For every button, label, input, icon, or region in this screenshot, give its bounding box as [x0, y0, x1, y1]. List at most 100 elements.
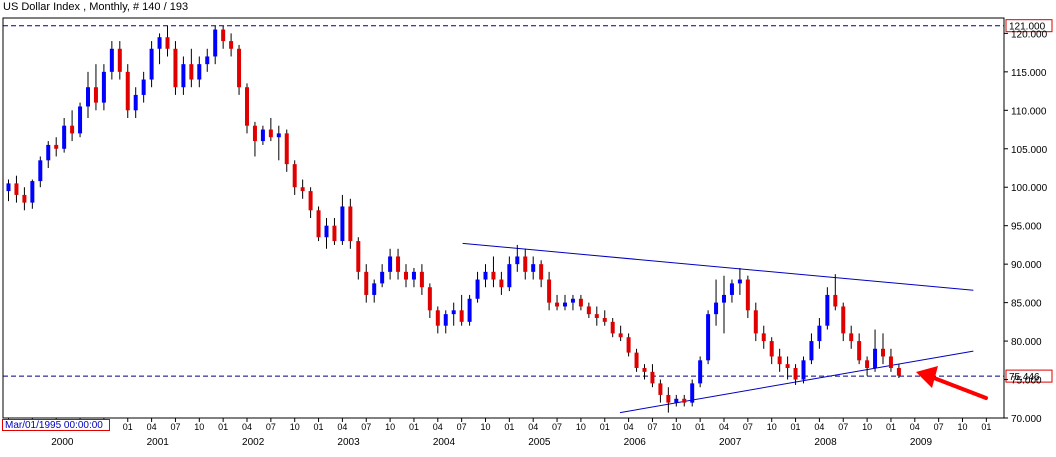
candle-bearish — [833, 294, 838, 307]
candle-bearish — [769, 341, 774, 357]
x-tick-label: 10 — [767, 422, 777, 432]
x-tick-label: 10 — [576, 422, 586, 432]
candle-bearish — [292, 164, 297, 188]
x-tick-label: 01 — [791, 422, 801, 432]
year-label: 2009 — [910, 437, 933, 448]
candle-bullish — [109, 48, 114, 72]
x-tick-label: 04 — [337, 422, 347, 432]
candle-bullish — [729, 283, 734, 295]
candle-bearish — [793, 368, 798, 380]
y-tick-label: 80.000 — [1011, 337, 1042, 348]
candle-bullish — [340, 206, 345, 242]
y-tick-label: 85.000 — [1011, 299, 1042, 310]
candle-bearish — [857, 341, 862, 361]
candle-bearish — [396, 256, 401, 272]
x-tick-label: 04 — [147, 422, 157, 432]
candle-bearish — [761, 333, 766, 342]
year-label: 2004 — [433, 437, 456, 448]
year-label: 2003 — [337, 437, 360, 448]
candle-bullish — [6, 183, 11, 192]
candle-bearish — [125, 71, 130, 111]
x-tick-label: 04 — [433, 422, 443, 432]
candle-bullish — [451, 310, 456, 315]
candle-bearish — [459, 310, 464, 322]
candle-bullish — [737, 279, 742, 284]
candle-bullish — [30, 181, 35, 203]
candle-bullish — [101, 71, 106, 103]
candle-bearish — [435, 310, 440, 326]
y-tick-label: 90.000 — [1011, 260, 1042, 271]
candle-bearish — [634, 352, 639, 368]
candle-bearish — [745, 279, 750, 311]
candle-bullish — [475, 279, 480, 299]
candle-bullish — [801, 360, 806, 380]
y-tick-label: 115.000 — [1011, 68, 1047, 79]
trendline — [619, 350, 974, 414]
candle-bullish — [507, 264, 512, 288]
candle-bearish — [881, 348, 885, 357]
candle-bearish — [54, 144, 59, 149]
x-tick-label: 07 — [743, 422, 753, 432]
candle-bullish — [197, 64, 202, 80]
candle-bullish — [149, 48, 154, 80]
candle-bullish — [698, 360, 703, 384]
candle-bearish — [547, 279, 552, 303]
candle-bearish — [594, 314, 599, 318]
candle-bearish — [14, 183, 19, 195]
x-tick-label: 04 — [910, 422, 920, 432]
candle-bullish — [181, 64, 186, 88]
candle-bearish — [753, 310, 758, 334]
candle-bullish — [714, 302, 719, 315]
x-tick-label: 07 — [361, 422, 371, 432]
candle-bearish — [896, 368, 901, 376]
x-tick-label: 07 — [934, 422, 944, 432]
candle-bullish — [213, 29, 218, 57]
y-tick-label: 75.000 — [1011, 376, 1042, 387]
candle-bullish — [78, 106, 83, 134]
candle-bearish — [300, 187, 305, 192]
x-tick-label: 01 — [600, 422, 610, 432]
candle-bullish — [483, 271, 488, 280]
candle-bullish — [205, 56, 210, 65]
year-label: 2008 — [814, 437, 837, 448]
x-tick-label: 04 — [528, 422, 538, 432]
chart-title: US Dollar Index , Monthly, # 140 / 193 — [3, 1, 189, 13]
year-label: 2007 — [719, 437, 742, 448]
candle-bearish — [586, 306, 591, 315]
x-tick-label: 07 — [838, 422, 848, 432]
arrow-head — [916, 366, 938, 388]
x-tick-label: 07 — [457, 422, 467, 432]
candle-bearish — [658, 383, 663, 395]
candle-bullish — [809, 341, 814, 361]
y-tick-label: 110.000 — [1011, 106, 1047, 117]
candle-bullish — [467, 298, 472, 322]
x-tick-label: 01 — [218, 422, 228, 432]
plot-frame — [2, 17, 1005, 419]
candle-bearish — [117, 48, 122, 72]
year-label: 2006 — [624, 437, 647, 448]
candle-bullish — [817, 325, 822, 342]
candle-bearish — [419, 271, 424, 288]
candle-bearish — [642, 368, 647, 372]
candle-bearish — [523, 256, 528, 272]
x-tick-label: 07 — [552, 422, 562, 432]
candle-bearish — [173, 48, 178, 88]
candle-bearish — [491, 271, 496, 280]
candle-bearish — [268, 129, 273, 138]
year-label: 2005 — [528, 437, 551, 448]
candle-bullish — [372, 283, 377, 295]
candle-bullish — [388, 256, 393, 272]
candle-bearish — [221, 29, 226, 42]
candle-bearish — [785, 364, 790, 368]
candle-bearish — [650, 371, 655, 384]
x-tick-label: 01 — [886, 422, 896, 432]
candle-bearish — [93, 87, 98, 103]
x-tick-label: 10 — [385, 422, 395, 432]
candle-bullish — [873, 348, 878, 368]
x-tick-label: 04 — [624, 422, 634, 432]
level-label-box — [1005, 19, 1053, 33]
x-tick-label: 10 — [671, 422, 681, 432]
candle-bearish — [364, 271, 369, 295]
